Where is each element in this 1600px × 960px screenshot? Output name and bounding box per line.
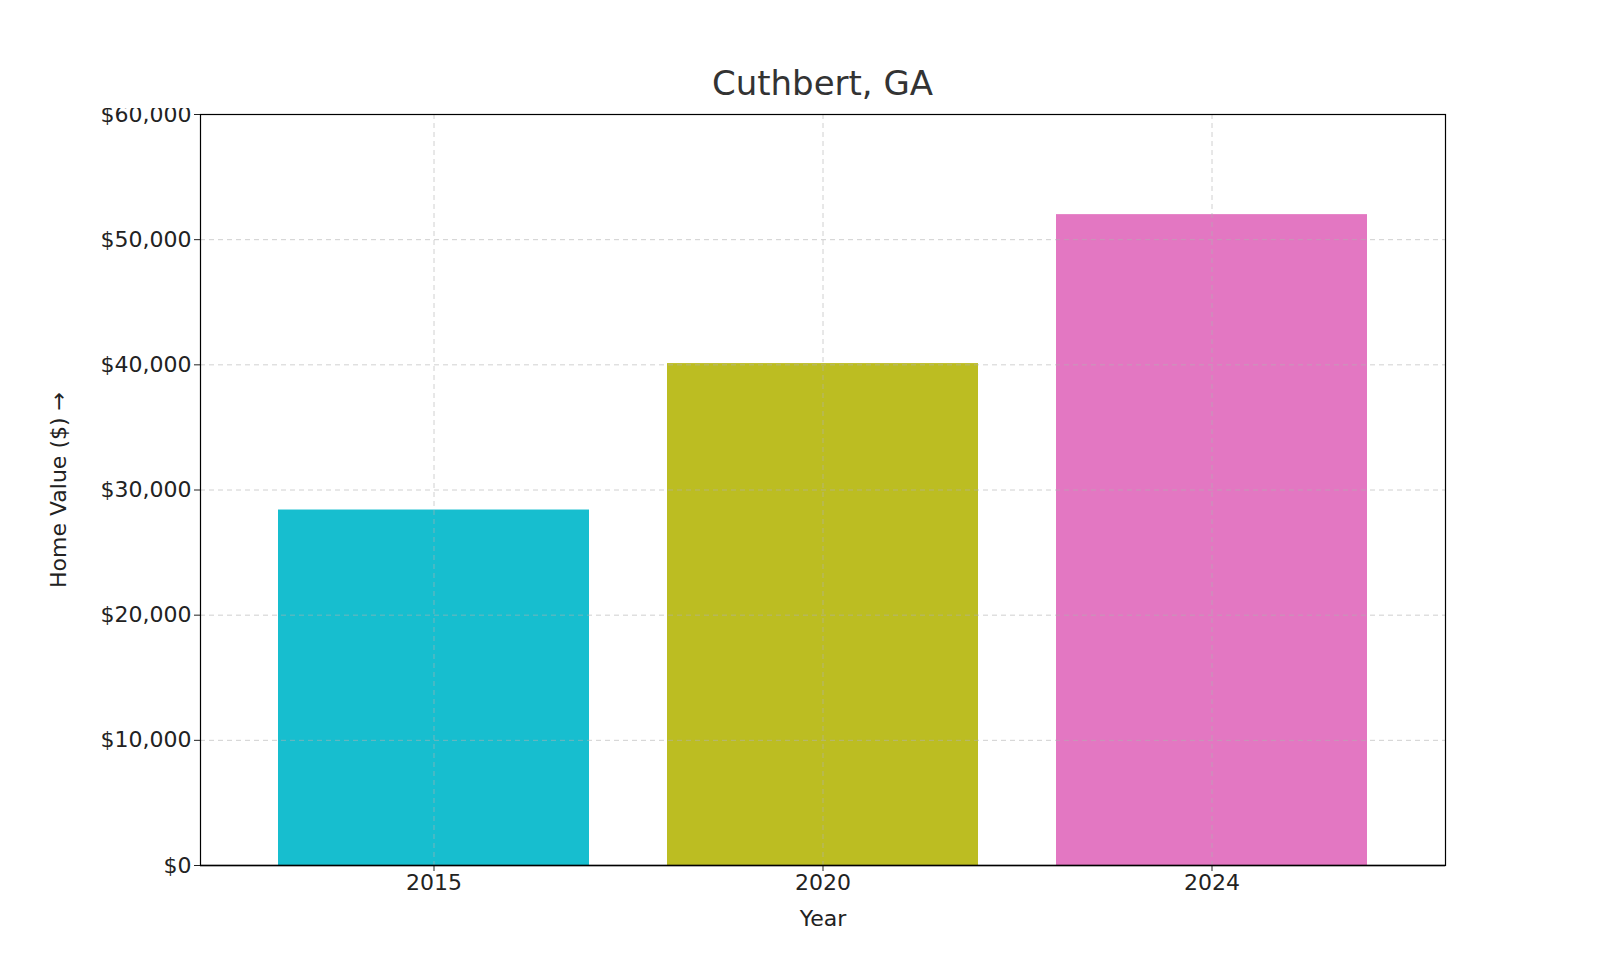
svg-text:$40,000: $40,000: [101, 352, 192, 377]
svg-text:2020: 2020: [795, 870, 851, 895]
svg-text:2015: 2015: [406, 870, 462, 895]
svg-text:Year: Year: [799, 906, 848, 931]
svg-text:$30,000: $30,000: [101, 477, 192, 502]
svg-text:Home Value ($) →: Home Value ($) →: [46, 392, 71, 588]
svg-text:$0: $0: [164, 853, 192, 878]
svg-text:$10,000: $10,000: [101, 727, 192, 752]
html-text:Cuthbert, GA: Cuthbert, GA: [711, 63, 934, 103]
svg-text:$60,000: $60,000: [101, 108, 192, 127]
svg-text:$20,000: $20,000: [101, 602, 192, 627]
svg-text:$50,000: $50,000: [101, 227, 192, 252]
svg-text:2024: 2024: [1184, 870, 1240, 895]
